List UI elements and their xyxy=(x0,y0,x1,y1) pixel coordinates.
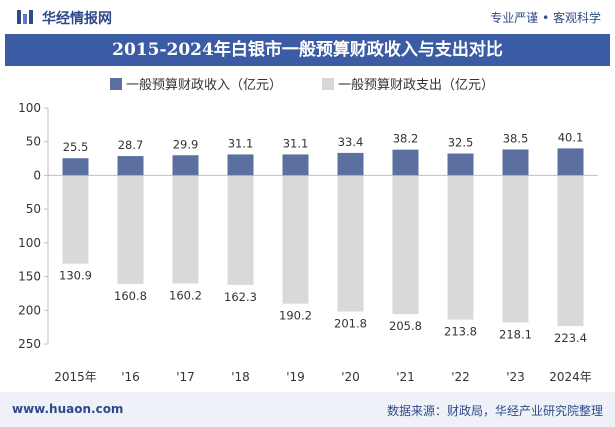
bar-chart: 100 50 0 50 100 150 200 250 25.5 130.9 2015年 28.7 16… xyxy=(18,101,598,384)
expenditure-bar xyxy=(447,175,474,320)
revenue-bar xyxy=(282,154,309,176)
x-category-label: 2024年 xyxy=(549,370,592,384)
expenditure-data-label: 223.4 xyxy=(554,331,587,345)
revenue-bar xyxy=(557,148,584,176)
expenditure-data-label: 190.2 xyxy=(279,309,312,323)
expenditure-bar xyxy=(172,175,199,284)
expenditure-data-label: 205.8 xyxy=(389,319,422,333)
x-category-label: '20 xyxy=(341,370,360,384)
expenditure-data-label: 130.9 xyxy=(59,269,92,283)
x-category-label: 2015年 xyxy=(54,370,97,384)
revenue-data-label: 38.5 xyxy=(503,131,529,145)
revenue-data-label: 33.4 xyxy=(338,135,364,149)
expenditure-bar xyxy=(282,175,309,304)
top-bar: 华经情报网 专业严谨 • 客观科学 xyxy=(0,0,615,34)
revenue-bar xyxy=(502,149,529,176)
brand-logo-icon xyxy=(17,10,33,24)
y-tick-label: 150 xyxy=(18,270,41,284)
legend-label-revenue: 一般预算财政收入（亿元） xyxy=(126,78,283,93)
tagline: 专业严谨 • 客观科学 xyxy=(490,11,601,25)
x-category-label: '23 xyxy=(506,370,525,384)
revenue-data-label: 32.5 xyxy=(448,136,474,150)
brand-name: 华经情报网 xyxy=(42,11,112,27)
revenue-bar xyxy=(392,149,419,176)
expenditure-data-label: 162.3 xyxy=(224,290,257,304)
revenue-bar xyxy=(172,155,199,176)
x-category-label: '22 xyxy=(451,370,470,384)
expenditure-bar xyxy=(502,175,529,323)
revenue-bar xyxy=(117,156,144,176)
revenue-bar xyxy=(62,158,89,176)
expenditure-bar xyxy=(227,175,254,285)
revenue-bar xyxy=(227,154,254,176)
title-bar: 2015-2024年白银市一般预算财政收入与支出对比 xyxy=(5,34,610,66)
revenue-data-label: 40.1 xyxy=(558,130,584,144)
revenue-data-label: 31.1 xyxy=(228,136,254,150)
expenditure-data-label: 160.2 xyxy=(169,288,202,302)
y-tick-label: 200 xyxy=(18,303,41,317)
y-tick-label: 100 xyxy=(18,101,41,115)
expenditure-bar xyxy=(392,175,419,315)
revenue-data-label: 28.7 xyxy=(118,138,144,152)
legend-swatch-expenditure xyxy=(322,78,334,90)
y-tick-label: 250 xyxy=(18,337,41,351)
expenditure-bar xyxy=(557,175,584,327)
footer-source: 数据来源：财政局，华经产业研究院整理 xyxy=(386,404,603,418)
expenditure-data-label: 201.8 xyxy=(334,316,367,330)
revenue-data-label: 31.1 xyxy=(283,136,309,150)
x-category-label: '19 xyxy=(286,370,305,384)
y-tick-label: 0 xyxy=(33,168,41,182)
x-category-label: '16 xyxy=(121,370,140,384)
y-tick-label: 100 xyxy=(18,236,41,250)
y-tick-label: 50 xyxy=(26,135,41,149)
revenue-data-label: 25.5 xyxy=(63,140,89,154)
y-tick-label: 50 xyxy=(26,202,41,216)
expenditure-bar xyxy=(117,175,144,284)
expenditure-bar xyxy=(62,175,89,264)
legend-item-revenue: 一般预算财政收入（亿元） xyxy=(110,74,283,93)
footer: www.huaon.com 数据来源：财政局，华经产业研究院整理 xyxy=(0,392,615,427)
x-category-label: '18 xyxy=(231,370,250,384)
footer-url: www.huaon.com xyxy=(12,402,124,416)
x-category-label: '21 xyxy=(396,370,415,384)
expenditure-data-label: 213.8 xyxy=(444,325,477,339)
revenue-bar xyxy=(447,153,474,176)
chart-title: 2015-2024年白银市一般预算财政收入与支出对比 xyxy=(112,40,503,60)
revenue-data-label: 38.2 xyxy=(393,132,419,146)
x-category-label: '17 xyxy=(176,370,195,384)
legend-label-expenditure: 一般预算财政支出（亿元） xyxy=(338,78,495,93)
expenditure-bar xyxy=(337,175,364,312)
expenditure-data-label: 218.1 xyxy=(499,327,532,341)
revenue-bar xyxy=(337,152,364,176)
expenditure-data-label: 160.8 xyxy=(114,289,147,303)
revenue-data-label: 29.9 xyxy=(173,137,199,151)
chart-legend: 一般预算财政收入（亿元） 一般预算财政支出（亿元） xyxy=(0,74,615,93)
legend-item-expenditure: 一般预算财政支出（亿元） xyxy=(322,74,495,93)
legend-swatch-revenue xyxy=(110,78,122,90)
